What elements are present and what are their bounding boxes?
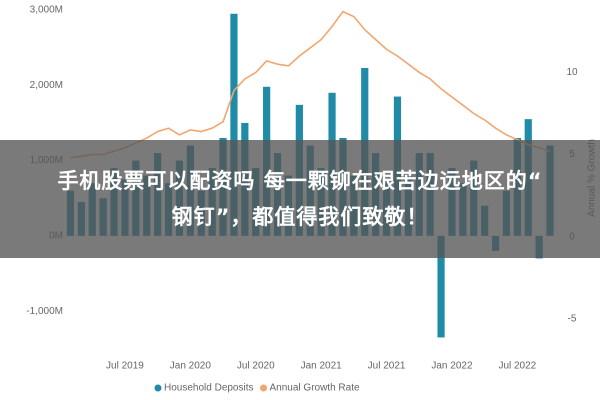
overlay-banner: 手机股票可以配资吗 每一颗铆在艰苦边远地区的“ 钢钉”，都值得我们致敬！ — [0, 140, 600, 258]
y2-tick-label: 10 — [566, 67, 578, 78]
line — [70, 10, 551, 159]
x-tick-label: Jul 2019 — [106, 361, 144, 372]
bar — [230, 13, 238, 236]
y-tick-label: -1,000M — [26, 306, 63, 317]
y2-tick-label: -5 — [568, 313, 577, 324]
x-tick-label: Jan 2021 — [301, 361, 343, 372]
x-tick-label: Jul 2022 — [498, 361, 536, 372]
legend-label: Annual Growth Rate — [270, 383, 360, 394]
x-tick-label: Jul 2021 — [368, 361, 406, 372]
caption-line: 钢钉”，都值得我们致敬！ — [171, 205, 429, 229]
legend-marker — [154, 384, 162, 392]
caption-line: 手机股票可以配资吗 每一颗铆在艰苦边远地区的“ — [57, 169, 543, 193]
x-tick-label: Jan 2020 — [170, 361, 212, 372]
x-tick-label: Jul 2020 — [237, 361, 275, 372]
y-tick-label: 2,000M — [30, 80, 63, 91]
legend-label: Household Deposits — [164, 383, 254, 394]
bar — [437, 235, 445, 338]
legend-marker — [260, 384, 267, 392]
x-tick-label: Jan 2022 — [431, 361, 473, 372]
y-tick-label: 3,000M — [30, 5, 63, 16]
